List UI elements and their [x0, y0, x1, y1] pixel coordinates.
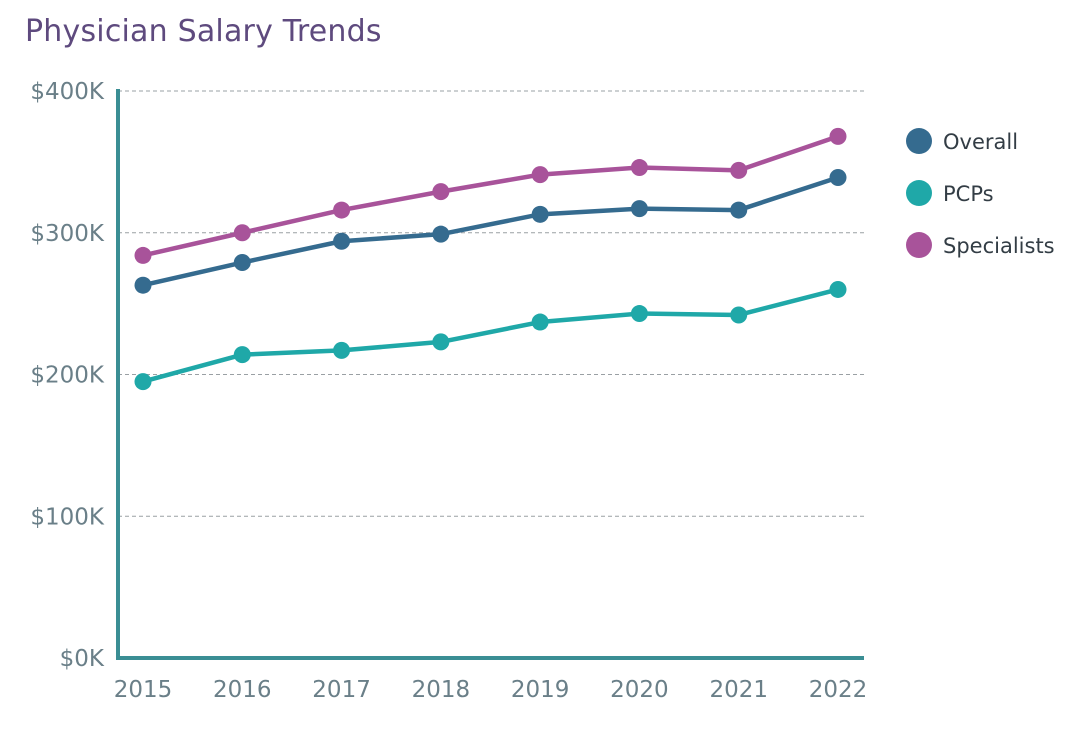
series-overall — [134, 168, 847, 294]
data-point[interactable] — [333, 201, 351, 219]
x-tick-label: 2017 — [312, 677, 371, 703]
data-point[interactable] — [730, 161, 748, 179]
y-tick-label: $300K — [30, 221, 105, 247]
y-axis-ticks: $0K $100K $200K $300K $400K — [30, 79, 105, 672]
series-line — [142, 287, 839, 384]
data-point[interactable] — [829, 127, 847, 145]
data-point[interactable] — [432, 225, 450, 243]
legend-swatch — [906, 232, 932, 258]
x-tick-label: 2019 — [511, 677, 570, 703]
data-point[interactable] — [531, 313, 549, 331]
gridlines — [118, 90, 864, 517]
x-tick-label: 2022 — [809, 677, 868, 703]
data-point[interactable] — [630, 159, 648, 177]
legend-label: PCPs — [943, 182, 994, 206]
legend-item-overall[interactable]: Overall — [906, 128, 1018, 154]
legend-swatch — [906, 128, 932, 154]
data-point[interactable] — [134, 373, 152, 391]
data-point[interactable] — [333, 341, 351, 359]
x-tick-label: 2018 — [412, 677, 471, 703]
data-point[interactable] — [233, 346, 251, 364]
data-point[interactable] — [134, 246, 152, 264]
data-point[interactable] — [730, 201, 748, 219]
legend-label: Specialists — [943, 234, 1055, 258]
series-group — [134, 127, 847, 391]
series-pcps — [134, 280, 847, 391]
y-tick-label: $200K — [30, 363, 105, 389]
x-tick-label: 2015 — [114, 677, 173, 703]
legend-item-specialists[interactable]: Specialists — [906, 232, 1055, 258]
x-tick-label: 2016 — [213, 677, 272, 703]
axes — [116, 89, 864, 660]
data-point[interactable] — [730, 306, 748, 324]
data-point[interactable] — [134, 276, 152, 294]
chart-title: Physician Salary Trends — [25, 14, 382, 49]
series-line — [142, 175, 839, 288]
x-tick-label: 2020 — [610, 677, 669, 703]
data-point[interactable] — [233, 224, 251, 242]
legend-swatch — [906, 180, 932, 206]
data-point[interactable] — [630, 305, 648, 323]
legend: Overall PCPs Specialists — [906, 128, 1055, 258]
series-specialists — [134, 127, 847, 264]
data-point[interactable] — [829, 280, 847, 298]
y-tick-label: $100K — [30, 504, 105, 530]
data-point[interactable] — [829, 168, 847, 186]
data-point[interactable] — [233, 254, 251, 272]
data-point[interactable] — [432, 183, 450, 201]
y-tick-label: $0K — [60, 646, 105, 672]
data-point[interactable] — [630, 200, 648, 218]
data-point[interactable] — [531, 205, 549, 223]
x-tick-label: 2021 — [709, 677, 768, 703]
data-point[interactable] — [531, 166, 549, 184]
legend-label: Overall — [943, 130, 1018, 154]
legend-item-pcps[interactable]: PCPs — [906, 180, 994, 206]
y-tick-label: $400K — [30, 79, 105, 105]
data-point[interactable] — [432, 333, 450, 351]
series-line — [142, 134, 839, 258]
x-axis-ticks: 2015 2016 2017 2018 2019 2020 2021 2022 — [114, 677, 868, 703]
data-point[interactable] — [333, 232, 351, 250]
